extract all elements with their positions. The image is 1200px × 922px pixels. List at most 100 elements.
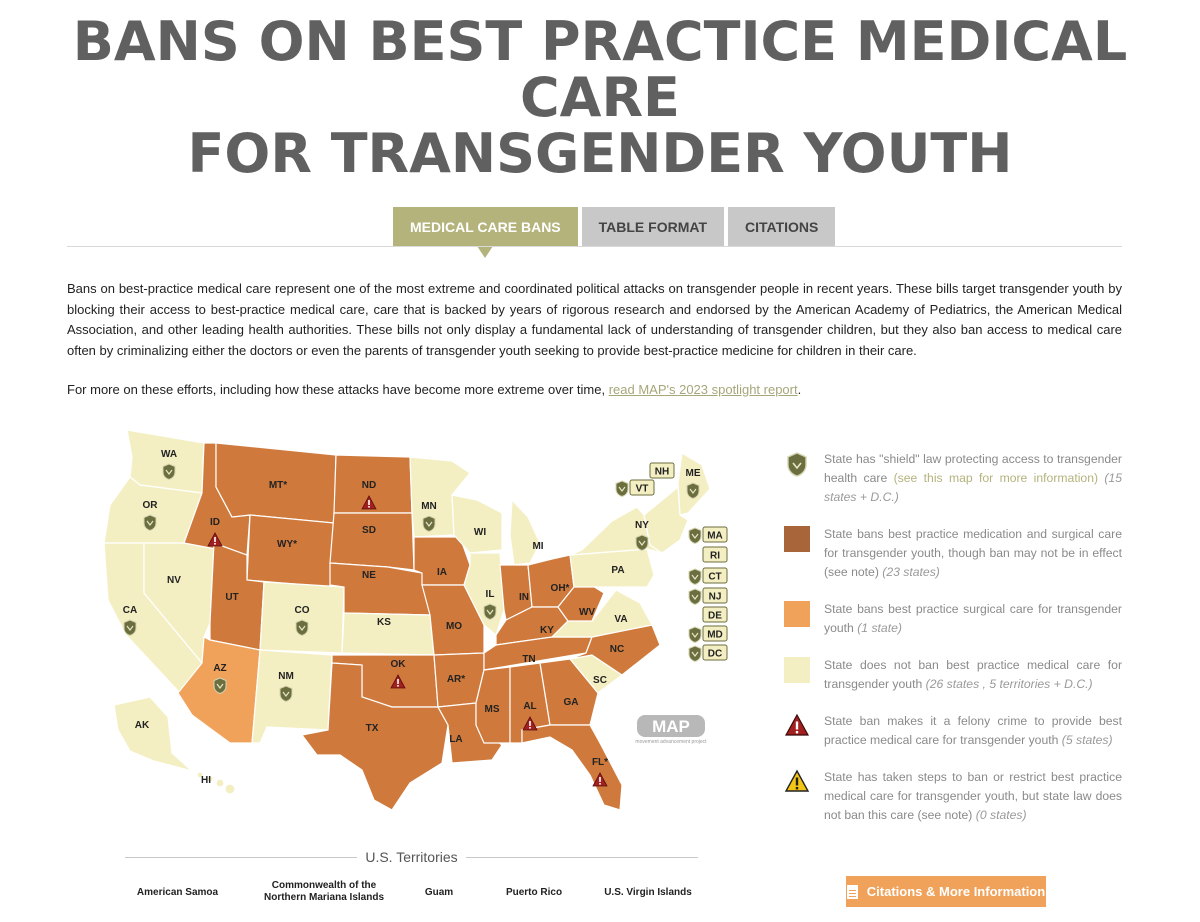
legend-full-ban: State bans best practice medication and …	[784, 525, 1122, 582]
citations-button[interactable]: Citations & More Information	[846, 876, 1046, 907]
tab-table-format[interactable]: TABLE FORMAT	[581, 207, 724, 246]
state-label-sc: SC	[593, 675, 607, 686]
legend-warning-text: State has taken steps to ban or restrict…	[824, 770, 1122, 822]
state-label-nm: NM	[278, 671, 294, 682]
callout-nj[interactable]: NJ	[688, 587, 728, 606]
callout-nh[interactable]: NH	[649, 462, 675, 479]
callout-ma[interactable]: MA	[688, 526, 728, 545]
state-ak[interactable]	[113, 696, 193, 772]
shield-icon	[123, 619, 137, 637]
shield-icon	[295, 619, 309, 637]
legend-felony-text: State ban makes it a felony crime to pro…	[824, 714, 1122, 747]
territory-northern-mariana-islands[interactable]: Commonwealth of the Northern Mariana Isl…	[263, 880, 385, 903]
territory-guam[interactable]: Guam	[424, 887, 454, 898]
legend-felony-count: (5 states)	[1061, 733, 1113, 747]
state-label-mn: MN	[421, 501, 437, 512]
us-map: WA OR CA NV ID MT* WY* UT AZ CO NM ND SD NE KS OK TX MN IA…	[92, 425, 742, 825]
page-title-line-1: BANS ON BEST PRACTICE MEDICAL CARE	[72, 10, 1128, 129]
state-label-mo: MO	[446, 621, 462, 632]
state-label-ar: AR*	[447, 674, 465, 685]
state-co[interactable]	[259, 581, 345, 654]
state-wi[interactable]	[451, 494, 503, 554]
callout-dc[interactable]: DC	[688, 644, 728, 663]
territory-us-virgin-islands[interactable]: U.S. Virgin Islands	[604, 887, 692, 898]
callout-label: NJ	[709, 592, 722, 603]
shield-icon	[688, 568, 702, 586]
state-label-in: IN	[519, 592, 529, 603]
tab-divider	[67, 246, 1122, 247]
callout-label: DC	[708, 649, 722, 660]
state-label-al: AL	[523, 701, 536, 712]
state-label-tn: TN	[522, 654, 535, 665]
state-va[interactable]	[550, 589, 653, 638]
legend-shield-text: State has "shield" law protecting access…	[824, 452, 1122, 485]
shield-icon	[635, 534, 649, 552]
shield-icon	[787, 452, 807, 477]
tab-citations[interactable]: CITATIONS	[728, 207, 836, 246]
state-label-ms: MS	[485, 704, 500, 715]
callout-ct[interactable]: CT	[688, 567, 728, 586]
shield-icon	[483, 603, 497, 621]
state-label-oh: OH*	[551, 583, 570, 594]
northeast-callouts: NH VT MA RI CT NJ DE MD DC	[615, 462, 728, 663]
state-label-wi: WI	[474, 527, 486, 538]
state-label-mt: MT*	[269, 480, 287, 491]
swatch-no-ban	[784, 657, 810, 683]
state-label-ca: CA	[123, 605, 137, 616]
callout-label: MD	[707, 630, 723, 641]
tab-bar: MEDICAL CARE BANS TABLE FORMAT CITATIONS	[393, 207, 839, 258]
callout-md[interactable]: MD	[688, 625, 728, 644]
state-wy[interactable]	[246, 514, 335, 588]
state-label-mi: MI	[532, 541, 543, 552]
citations-button-label: Citations & More Information	[866, 884, 1046, 899]
shield-icon	[688, 645, 702, 663]
state-ne-region[interactable]	[643, 485, 689, 554]
state-tx[interactable]	[300, 662, 449, 811]
spotlight-report-link[interactable]: read MAP's 2023 spotlight report	[608, 382, 798, 397]
legend-surgical-ban-count: (1 state)	[857, 621, 902, 635]
state-label-nd: ND	[362, 480, 376, 491]
legend-warning-count: (0 states)	[975, 808, 1027, 822]
state-label-ks: KS	[377, 617, 391, 628]
shield-icon	[422, 515, 436, 533]
document-icon	[846, 884, 858, 899]
callout-label: RI	[710, 551, 720, 562]
state-label-va: VA	[614, 614, 627, 625]
callout-box	[629, 479, 655, 496]
legend-shield-link[interactable]: (see this map for more information)	[893, 471, 1099, 485]
state-label-ut: UT	[225, 592, 238, 603]
legend-shield: State has "shield" law protecting access…	[784, 450, 1122, 507]
territory-puerto-rico[interactable]: Puerto Rico	[505, 887, 563, 898]
callout-box	[702, 567, 728, 584]
callout-vt[interactable]: VT	[615, 479, 655, 498]
state-fl[interactable]	[521, 724, 623, 811]
watermark-subtext: movement advancement project	[635, 739, 707, 745]
state-label-ne: NE	[362, 570, 376, 581]
state-sd[interactable]	[329, 512, 415, 571]
state-hi[interactable]	[196, 771, 236, 795]
tab-medical-care-bans[interactable]: MEDICAL CARE BANS	[393, 207, 578, 258]
callout-ri[interactable]: RI	[702, 546, 728, 563]
state-mi[interactable]	[509, 498, 541, 566]
legend-full-ban-text: State bans best practice medication and …	[824, 527, 1122, 579]
callout-de[interactable]: DE	[702, 606, 728, 623]
legend-no-ban: State does not ban best practice medical…	[784, 656, 1122, 694]
state-label-fl: FL*	[592, 757, 608, 768]
callout-label: MA	[707, 531, 723, 542]
callout-label: DE	[708, 611, 722, 622]
state-label-nv: NV	[167, 575, 181, 586]
state-label-ky: KY	[540, 625, 554, 636]
shield-icon	[143, 514, 157, 532]
shield-icon	[686, 482, 700, 500]
callout-box	[702, 625, 728, 642]
callout-box	[702, 606, 728, 623]
callout-box	[702, 587, 728, 604]
territory-american-samoa[interactable]: American Samoa	[136, 887, 219, 898]
page-title: BANS ON BEST PRACTICE MEDICAL CARE FOR T…	[0, 14, 1200, 182]
legend-full-ban-count: (23 states)	[882, 565, 940, 579]
shield-icon	[688, 588, 702, 606]
warning-icon	[784, 769, 810, 792]
intro-paragraph: Bans on best-practice medical care repre…	[67, 281, 1122, 358]
state-labels: WA OR CA NV ID MT* WY* UT AZ CO NM ND SD NE KS OK TX MN IA…	[123, 449, 701, 786]
swatch-surgical-ban	[784, 601, 810, 627]
